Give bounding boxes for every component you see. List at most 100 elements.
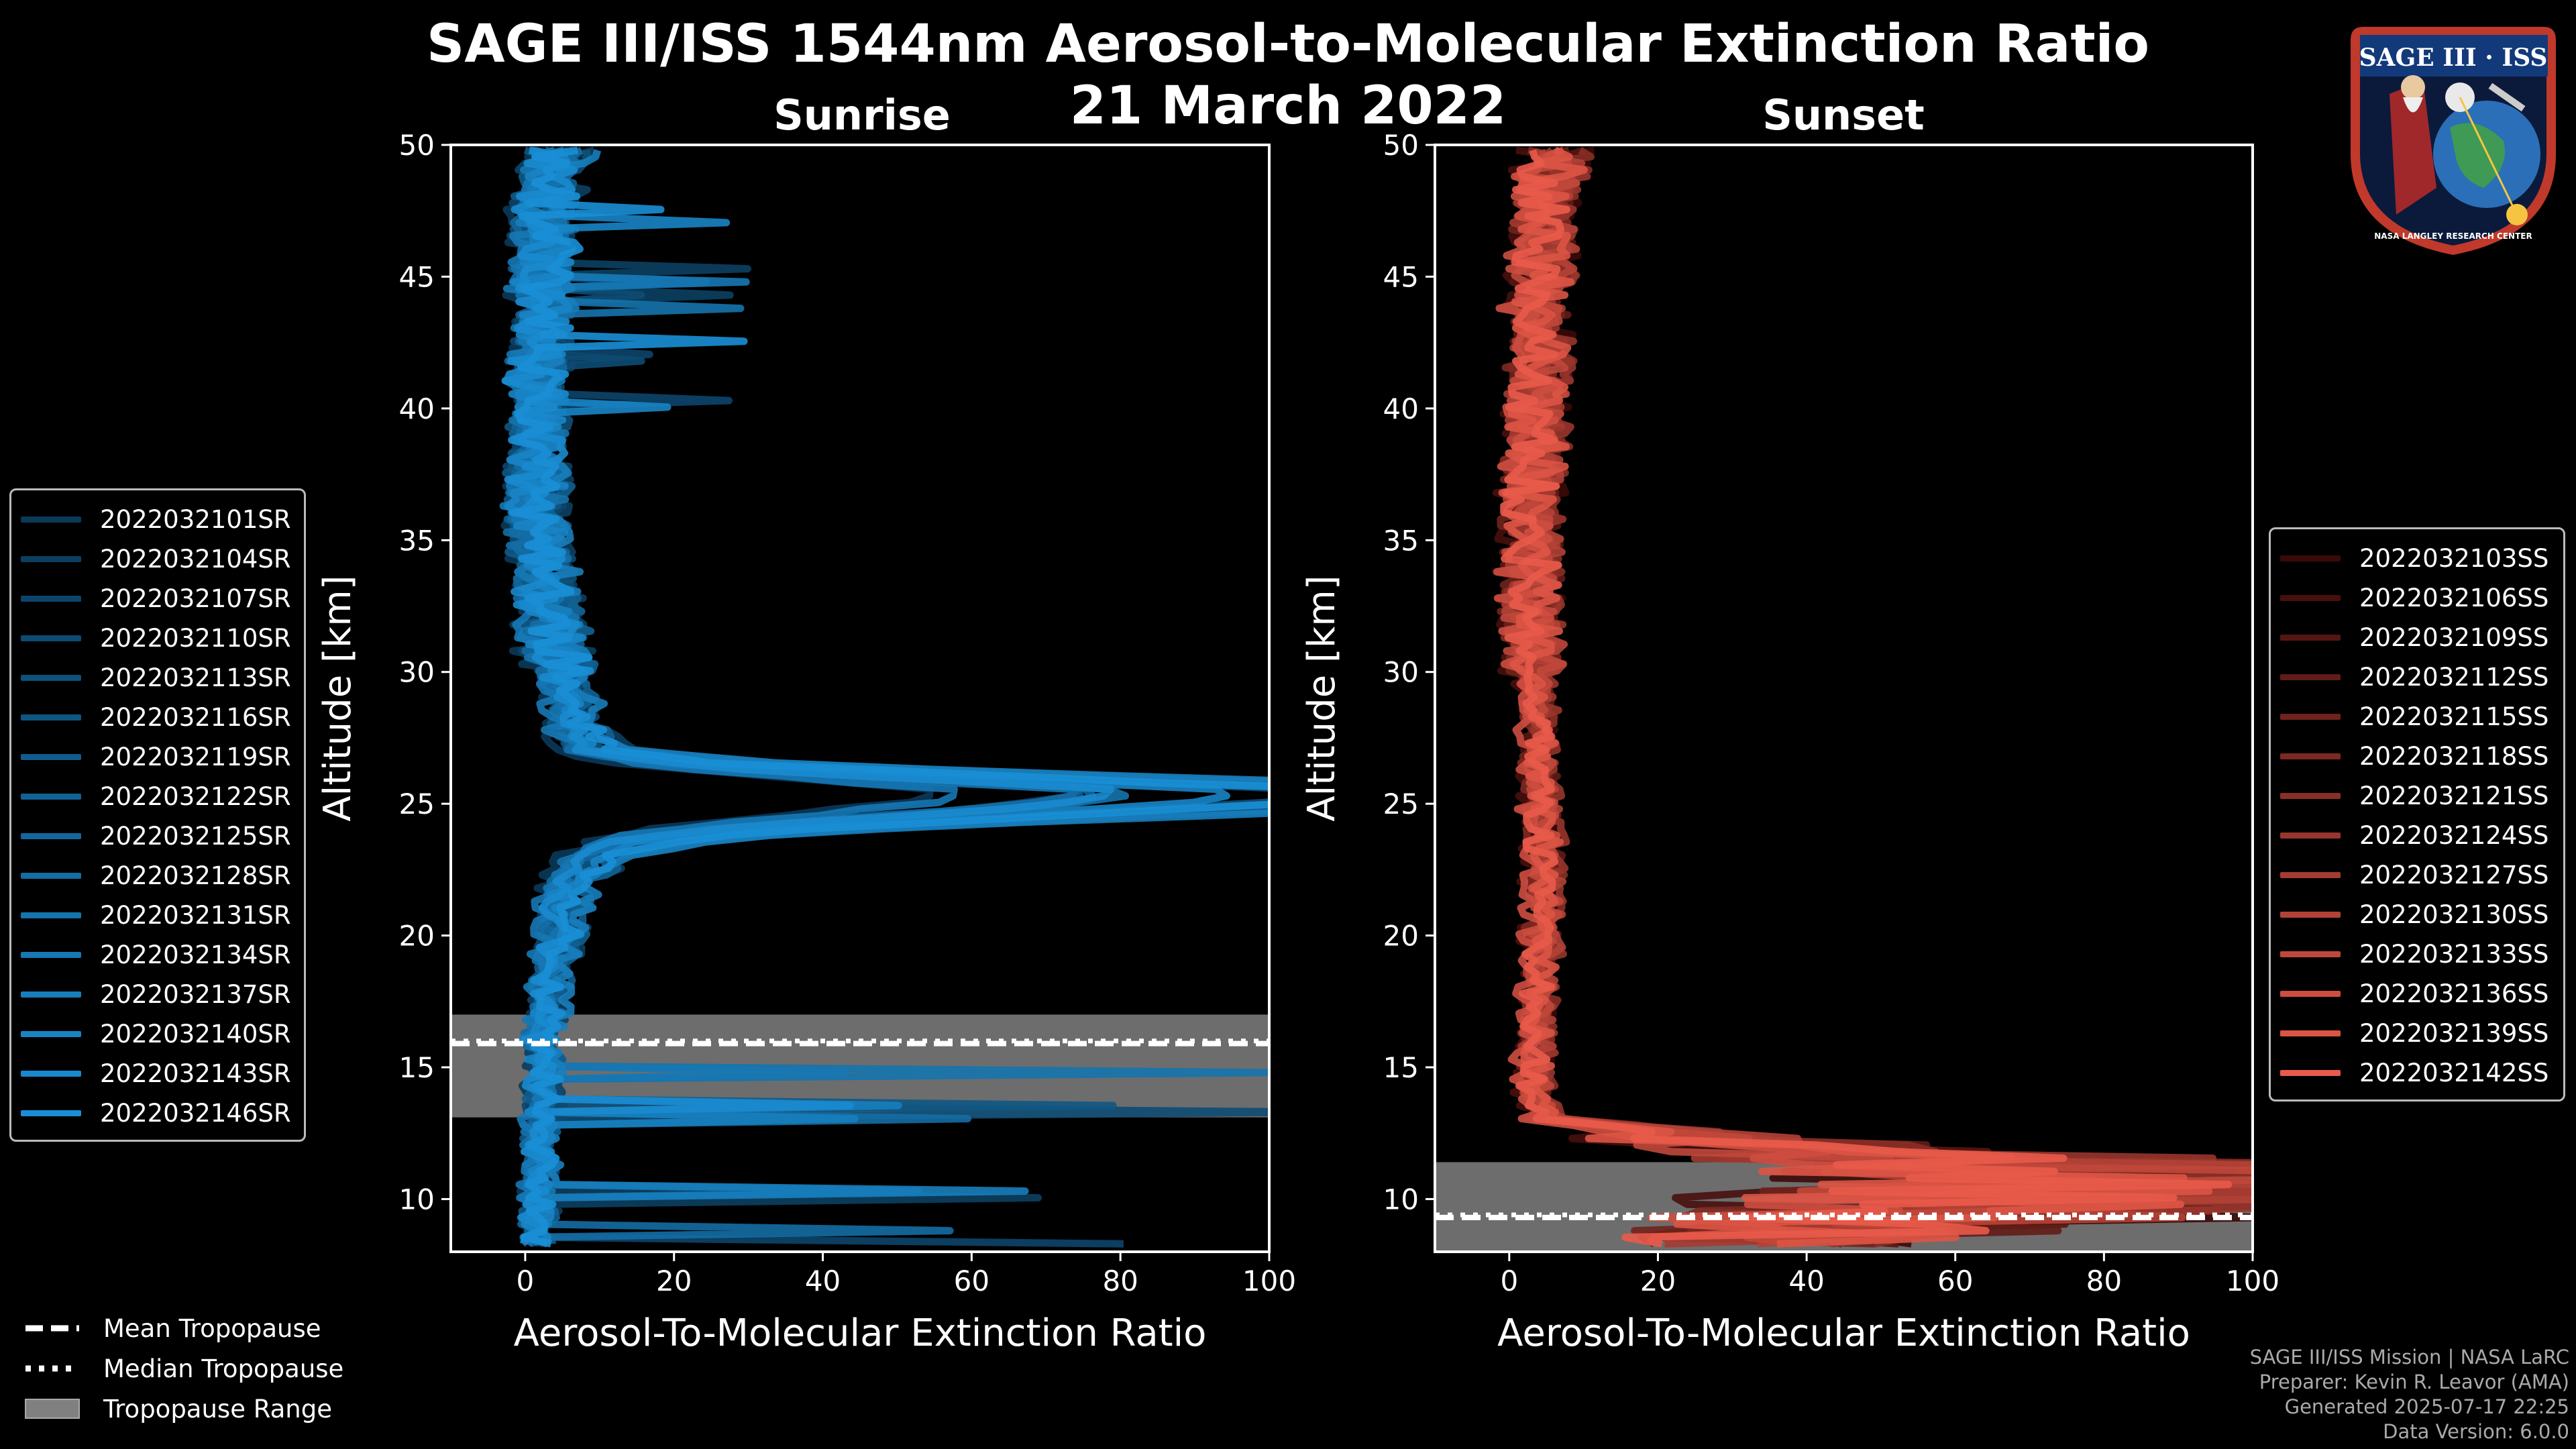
sunrise-legend-label: 2022032137SR <box>100 980 291 1009</box>
sunrise-legend-swatch <box>21 517 81 523</box>
sunrise-y-tick-label: 15 <box>399 1051 435 1084</box>
sunrise-legend-item: 2022032122SR <box>21 777 292 816</box>
sunset-x-tick-label: 0 <box>1500 1265 1518 1297</box>
footer-generated: Generated 2025-07-17 22:25 <box>2284 1395 2569 1418</box>
sunrise-legend-item: 2022032143SR <box>21 1054 292 1093</box>
legend-range-label: Tropopause Range <box>103 1394 333 1424</box>
sunset-x-tick-label: 80 <box>2086 1265 2122 1297</box>
sunrise-legend-swatch <box>21 794 81 800</box>
sunrise-legend-label: 2022032119SR <box>100 743 291 771</box>
sunrise-legend-label: 2022032116SR <box>100 703 291 732</box>
sunset-legend-label: 2022032106SS <box>2359 584 2549 612</box>
sunrise-legend-swatch <box>21 556 81 562</box>
logo-text: SAGE III · ISS <box>2359 44 2548 72</box>
sunset-plot-area <box>1435 145 2253 1252</box>
sunrise-legend: 2022032101SR 2022032104SR 2022032107SR 2022… <box>9 488 306 1142</box>
sunset-panel-title: Sunset <box>1762 91 1925 140</box>
sunset-legend-label: 2022032142SS <box>2359 1059 2549 1087</box>
sunrise-plot-frame <box>449 144 1271 1253</box>
sunset-legend-item: 2022032139SS <box>2280 1014 2551 1053</box>
sunset-x-tick-label: 60 <box>1937 1265 1973 1297</box>
sunrise-legend-item: 2022032110SR <box>21 619 292 658</box>
sunrise-legend-label: 2022032146SR <box>100 1099 291 1128</box>
sunrise-legend-swatch <box>21 1071 81 1077</box>
sunrise-legend-swatch <box>21 675 81 681</box>
sunset-legend-label: 2022032115SS <box>2359 702 2549 731</box>
sunrise-legend-label: 2022032125SR <box>100 822 291 851</box>
sunset-y-axis-label: Altitude [km] <box>1300 575 1344 821</box>
sunset-y-tick-label: 20 <box>1383 920 1419 953</box>
sunset-legend-item: 2022032106SS <box>2280 578 2551 618</box>
sunrise-legend-item: 2022032140SR <box>21 1014 292 1054</box>
sunrise-y-tick-label: 40 <box>399 392 435 425</box>
sunrise-legend-label: 2022032113SR <box>100 663 291 692</box>
sunrise-y-tick-label: 10 <box>399 1183 435 1216</box>
sunrise-legend-swatch <box>21 912 81 918</box>
sunrise-legend-item: 2022032137SR <box>21 975 292 1014</box>
sunset-legend-item: 2022032115SS <box>2280 697 2551 737</box>
sunrise-legend-swatch <box>21 714 81 720</box>
sunrise-y-axis-label: Altitude [km] <box>316 575 360 821</box>
sunset-legend-swatch <box>2280 595 2341 601</box>
sunset-legend-label: 2022032103SS <box>2359 544 2549 573</box>
sunrise-panel-title: Sunrise <box>773 91 951 140</box>
sunset-y-tick-label: 25 <box>1383 788 1419 820</box>
footer-mission: SAGE III/ISS Mission | NASA LaRC <box>2249 1346 2569 1368</box>
sunset-legend-item: 2022032136SS <box>2280 974 2551 1014</box>
sunset-y-tick-label: 35 <box>1383 524 1419 557</box>
sunset-legend-swatch <box>2280 872 2341 878</box>
sunset-profile-2022032142SS <box>1500 149 2233 1248</box>
sunset-x-axis-label: Aerosol-To-Molecular Extinction Ratio <box>1497 1311 2190 1355</box>
sunrise-legend-swatch <box>21 1110 81 1116</box>
sunrise-legend-item: 2022032116SR <box>21 698 292 737</box>
legend-tropopause-range: Tropopause Range <box>24 1389 343 1429</box>
sunset-y-tick-label: 50 <box>1383 129 1419 162</box>
footer-preparer: Preparer: Kevin R. Leavor (AMA) <box>2259 1371 2569 1393</box>
sunrise-y-tick-label: 50 <box>399 129 435 162</box>
sunrise-legend-label: 2022032101SR <box>100 505 291 534</box>
sunset-profiles <box>1492 146 2253 1248</box>
sunset-legend-label: 2022032133SS <box>2359 940 2549 969</box>
sunset-legend-label: 2022032130SS <box>2359 900 2549 929</box>
sunrise-x-tick-label: 60 <box>954 1265 989 1297</box>
sunset-legend-label: 2022032136SS <box>2359 979 2549 1008</box>
sunset-legend-swatch <box>2280 635 2341 641</box>
sunrise-legend-item: 2022032146SR <box>21 1093 292 1133</box>
logo-org-text: NASA LANGLEY RESEARCH CENTER <box>2374 231 2532 241</box>
sunrise-y-tick-label: 20 <box>399 920 435 953</box>
tropopause-legend: Mean Tropopause Median Tropopause Tropop… <box>24 1308 343 1429</box>
sunset-legend-swatch <box>2280 714 2341 720</box>
sunrise-x-tick-label: 40 <box>805 1265 841 1297</box>
sunset-legend-label: 2022032109SS <box>2359 623 2549 652</box>
sunset-legend-item: 2022032121SS <box>2280 776 2551 816</box>
sunset-legend-swatch <box>2280 753 2341 759</box>
legend-median-tropopause: Median Tropopause <box>24 1348 343 1389</box>
sunrise-y-tick-label: 25 <box>399 788 435 820</box>
dashed-line-icon <box>25 1325 79 1332</box>
sunset-legend: 2022032103SS 2022032106SS 2022032109SS 2022… <box>2269 527 2565 1102</box>
sunrise-legend-item: 2022032125SR <box>21 816 292 856</box>
sunrise-x-tick-label: 20 <box>656 1265 692 1297</box>
sunset-legend-item: 2022032133SS <box>2280 934 2551 974</box>
sunrise-legend-swatch <box>21 833 81 839</box>
sunset-legend-swatch <box>2280 833 2341 839</box>
sunset-legend-swatch <box>2280 1070 2341 1076</box>
sunrise-legend-label: 2022032140SR <box>100 1020 291 1049</box>
sunset-y-tick-label: 10 <box>1383 1183 1419 1216</box>
sunset-legend-label: 2022032112SS <box>2359 663 2549 692</box>
sunrise-x-tick-label: 0 <box>517 1265 535 1297</box>
sunrise-legend-swatch <box>21 952 81 958</box>
sunrise-legend-label: 2022032134SR <box>100 941 291 969</box>
sunrise-legend-label: 2022032104SR <box>100 545 291 574</box>
sunrise-legend-swatch <box>21 1031 81 1037</box>
legend-median-label: Median Tropopause <box>103 1354 344 1383</box>
sunrise-profiles <box>499 146 1269 1248</box>
sunrise-y-tick-label: 35 <box>399 524 435 557</box>
sunset-legend-swatch <box>2280 555 2341 561</box>
sunset-legend-label: 2022032121SS <box>2359 782 2549 810</box>
sunrise-legend-label: 2022032110SR <box>100 624 291 653</box>
dotted-line-icon <box>25 1365 79 1372</box>
sunrise-legend-item: 2022032104SR <box>21 539 292 579</box>
sage-iii-iss-logo: SAGE III · ISS NASA LANGLEY RESEARCH CEN… <box>2343 13 2564 262</box>
sunset-y-tick-label: 15 <box>1383 1051 1419 1084</box>
